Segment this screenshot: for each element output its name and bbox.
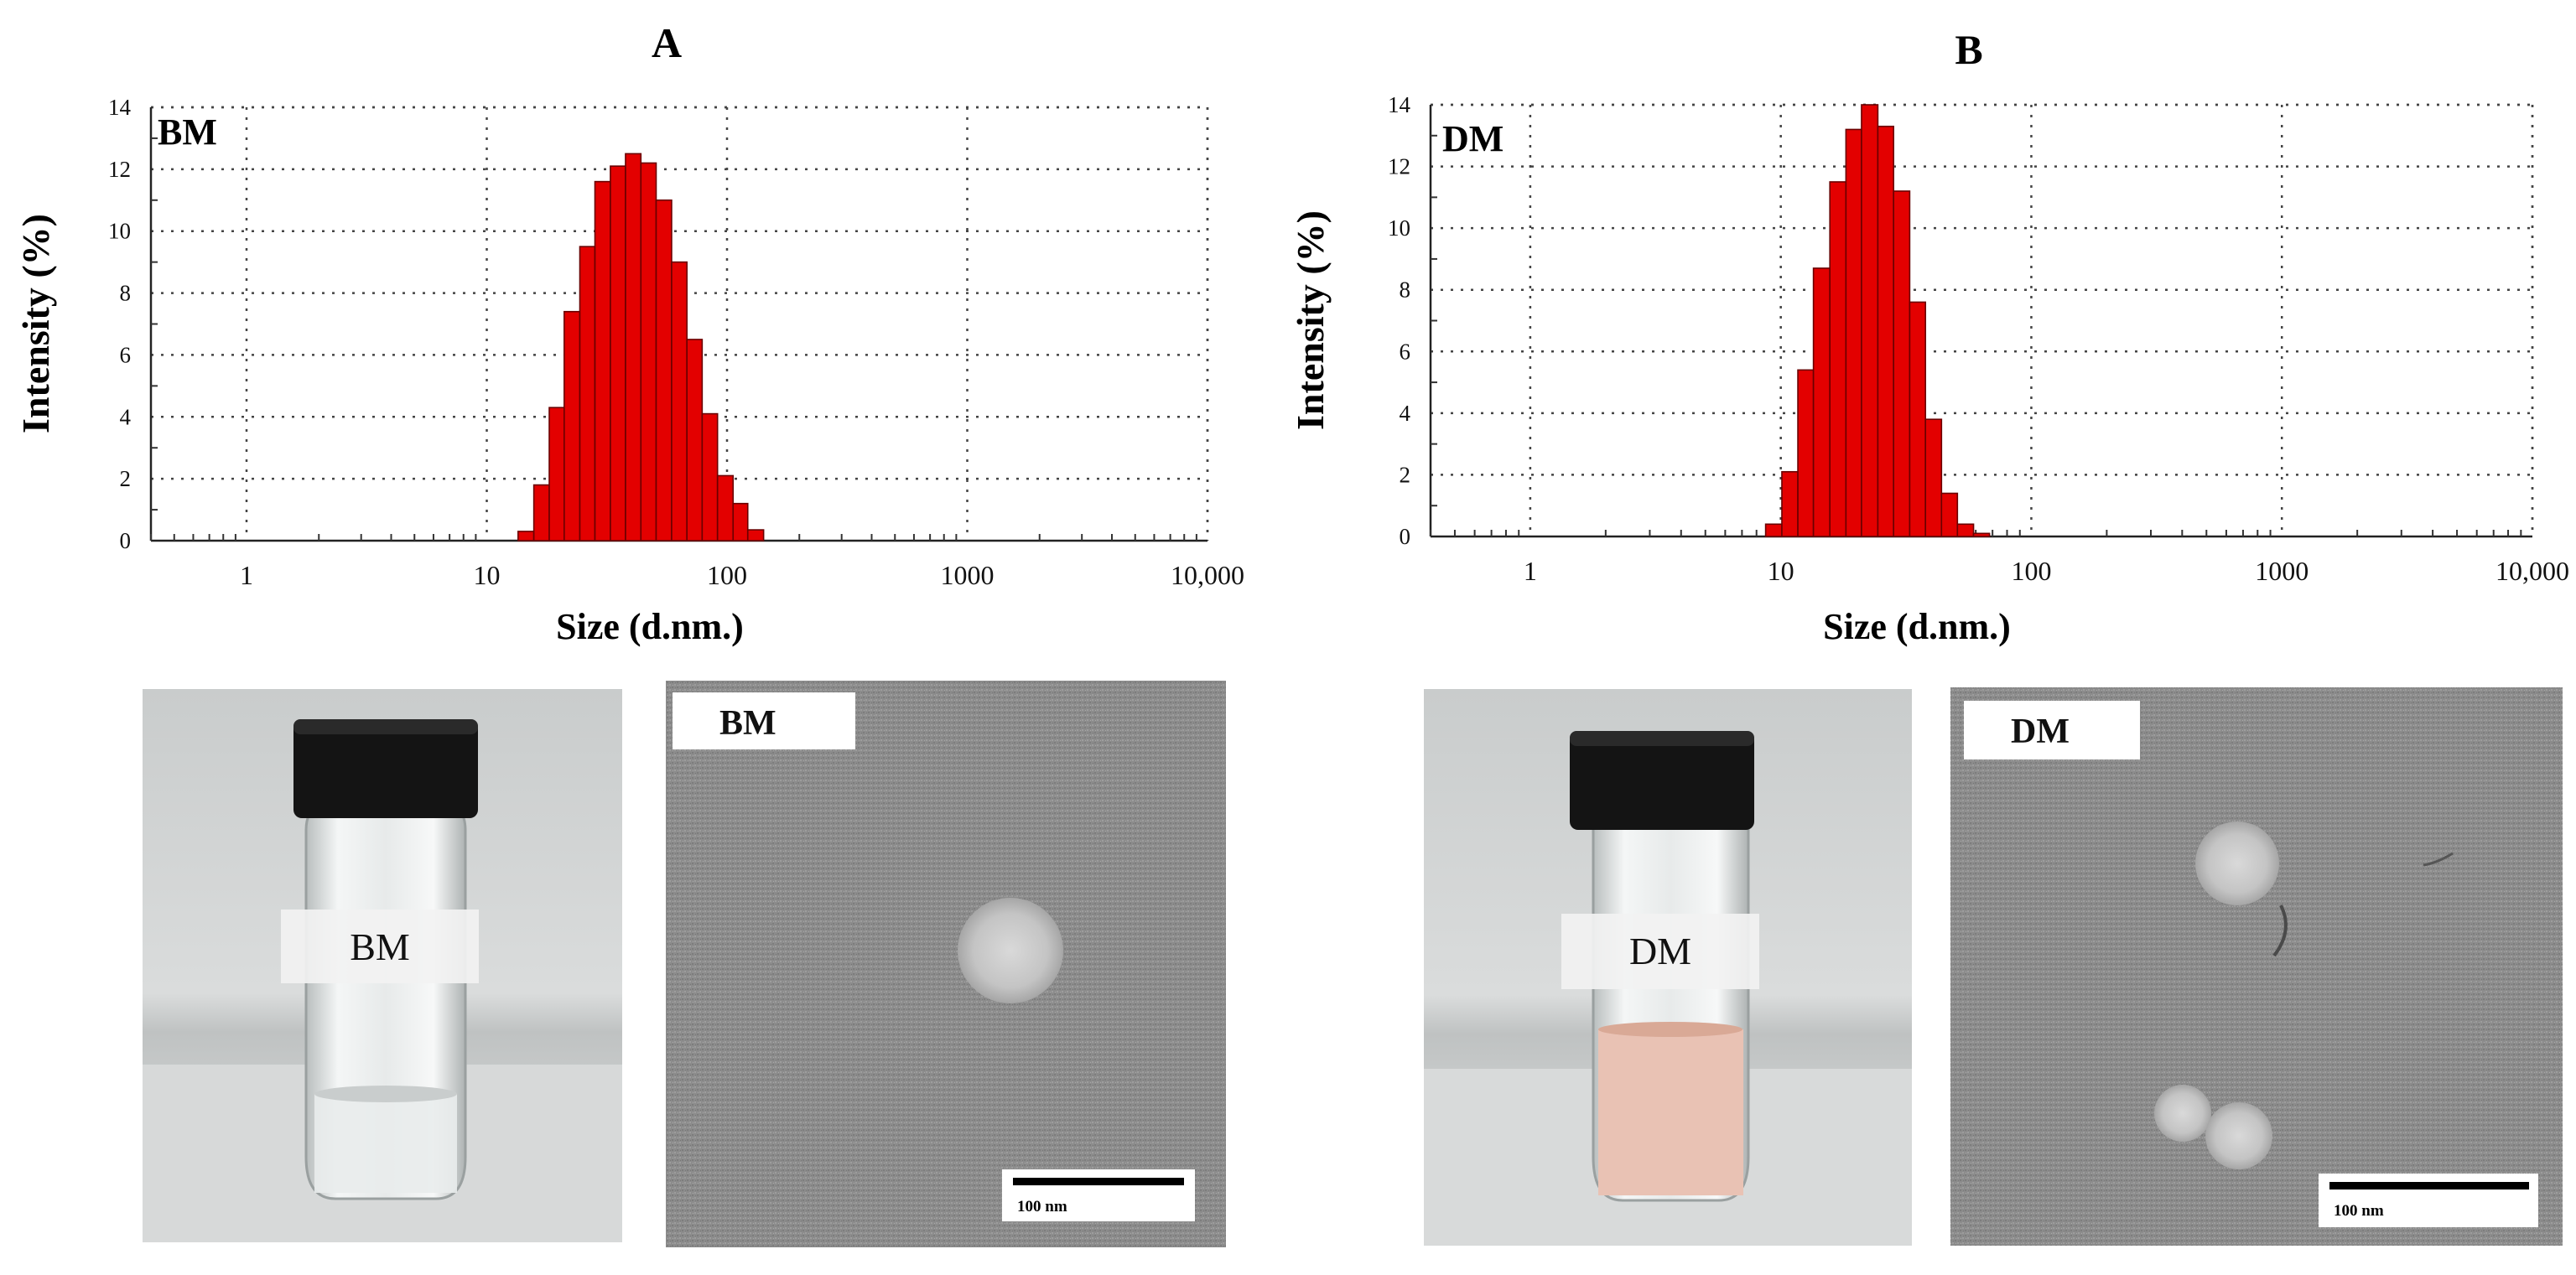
y-tick-label: 2 [1400,462,1411,487]
scale-bar-label: 100 nm [2334,1202,2384,1220]
tem-label-bm: BM [719,704,776,743]
x-tick-label: 10,000 [1171,560,1244,590]
panel-letter: B [1955,26,1982,73]
x-tick-label: 1000 [2255,556,2309,586]
micelle-particle [958,898,1063,1003]
tem-label-bg [1964,701,2140,759]
tem-label-dm: DM [2011,713,2070,751]
y-tick-label: 14 [108,95,132,120]
histogram-bar [686,339,704,542]
x-tick-label: 10 [474,560,501,590]
vial-label-bg [281,910,479,983]
histogram-bar [1893,190,1911,537]
histogram-bar [1861,104,1879,537]
histogram-bar [1877,125,1894,537]
sample-annotation: DM [1442,118,1504,159]
x-tick-label: 1 [1524,556,1537,586]
y-tick-label: 8 [1400,277,1411,303]
panel-letter: A [652,19,682,66]
histogram-bar [1781,470,1799,537]
vial-photo-dm: DM [1424,689,1912,1246]
histogram-bar [1909,301,1927,537]
x-tick-label: 1 [240,560,253,590]
x-axis-label: Size (d.nm.) [1823,606,2011,647]
y-tick-label: 10 [108,219,131,244]
y-axis-label: Intensity (%) [14,214,57,433]
histogram-bar [1812,267,1831,537]
vial-label-bg [1561,914,1759,989]
histogram-bar [594,180,611,542]
histogram-bar [1797,369,1815,537]
histogram-bar [1972,532,1991,537]
y-tick-label: 2 [120,466,132,491]
histogram-bar [671,261,688,542]
micelle-particle [2154,1085,2211,1142]
scale-bar-label: 100 nm [1017,1198,1067,1215]
chart-panel-b: B 0 2 4 6 8 10 12 14 1 10 100 1000 10,000 Size (d.nm.)… [1289,26,2569,647]
histogram-bar [564,310,581,542]
histogram-bar [701,412,719,542]
histogram-bar [548,407,565,542]
y-tick-label: 6 [1400,339,1411,364]
y-axis-label: Intensity (%) [1289,210,1332,430]
histogram-bar [1845,128,1862,537]
y-tick-label: 4 [1400,401,1411,426]
y-tick-label: 4 [120,404,132,429]
y-tick-label: 10 [1388,215,1410,241]
tem-image-dm: DM 100 nm [1950,687,2563,1246]
histogram-bar [517,531,535,542]
x-tick-label: 10 [1768,556,1794,586]
vial-cap-icon [1570,731,1754,830]
x-tick-label: 100 [2011,556,2051,586]
scale-bar [2329,1182,2529,1189]
histogram-bar [1764,523,1783,537]
vial-photo-bm: BM [143,689,622,1242]
y-tick-label: 0 [120,528,132,553]
y-tick-label: 8 [120,281,132,306]
x-axis-label: Size (d.nm.) [556,606,744,647]
y-tick-label: 12 [108,157,131,182]
y-tick-label: 6 [120,342,132,367]
tem-image-bm: BM 100 nm [666,681,1226,1247]
x-tick-label: 1000 [941,560,995,590]
histogram-bar [625,153,642,542]
scale-bar [1013,1178,1184,1185]
histogram-bar [1956,523,1975,537]
histogram-bar [746,529,765,542]
y-tick-label: 14 [1388,92,1411,117]
histogram-bar [579,246,596,542]
micelle-particle [2205,1102,2272,1169]
micelle-particle [2195,821,2279,905]
histogram-bar [640,162,657,542]
chart-panel-a: A 0 2 4 6 8 10 12 14 1 10 100 1000 10,000 Size (d.nm.)… [14,19,1244,647]
histogram-bar [610,165,626,542]
histogram-bar [732,502,749,542]
tem-label-bg [673,692,855,749]
histogram-bar [1924,418,1943,537]
sample-annotation: BM [158,111,217,153]
solution-dm [1598,1029,1743,1195]
vial-label-bm: BM [350,925,410,968]
vial-label-dm: DM [1629,930,1691,972]
histogram-bar [655,199,673,542]
histogram-bar [716,474,735,542]
histogram-bar [1940,492,1959,537]
histogram-bar [1829,181,1847,537]
y-tick-label: 12 [1388,154,1410,179]
vial-cap-icon [293,719,478,818]
y-tick-label: 0 [1400,524,1411,549]
histogram-bar [532,484,550,542]
x-tick-label: 100 [707,560,747,590]
x-tick-label: 10,000 [2496,556,2569,586]
